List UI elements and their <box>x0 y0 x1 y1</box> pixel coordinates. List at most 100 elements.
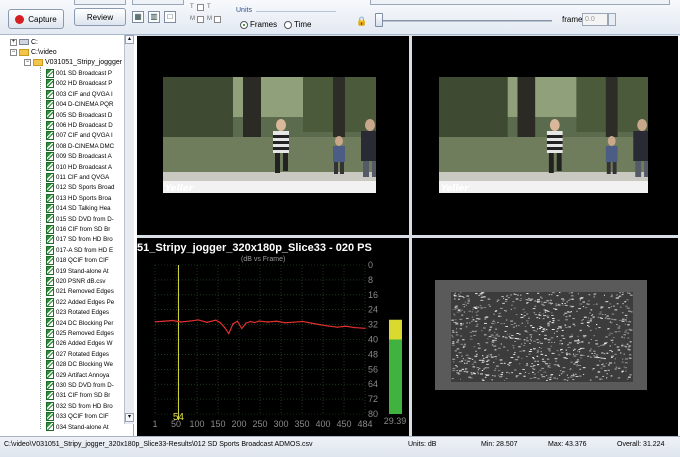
tree-file-item[interactable]: 034 Stand-alone At <box>46 422 133 433</box>
tree-file-item[interactable]: 012 SD Sports Broad <box>46 182 133 193</box>
data-point <box>162 320 165 322</box>
tree-file-label: 028 DC Blocking We <box>56 361 113 369</box>
tree-file-item[interactable]: 026 Added Edges W <box>46 338 133 349</box>
tree-file-item[interactable]: 011 CIF and QVGA <box>46 172 133 183</box>
units-frames-radio[interactable]: Frames <box>240 20 277 29</box>
y-tick-label: 72 <box>368 394 378 404</box>
panel-divider[interactable] <box>137 235 678 238</box>
tree-file-item[interactable]: 027 Rotated Edges <box>46 349 133 360</box>
data-point <box>189 320 191 322</box>
units-group: Units Frames Time <box>232 3 340 33</box>
layout-split-icon[interactable]: ▥ <box>148 11 160 23</box>
tree-file-item[interactable]: 018 QCIF from CIF <box>46 255 133 266</box>
tree-file-item[interactable]: 017-A SD from HD E <box>46 245 133 256</box>
x-tick-label: 400 <box>315 419 330 429</box>
data-point <box>254 321 256 324</box>
tree-file-item[interactable]: 025 Removed Edges <box>46 328 133 339</box>
tree-file-item[interactable]: 017 SD from HD Bro <box>46 234 133 245</box>
tree-file-item[interactable]: 010 HD Broadcast A <box>46 162 133 173</box>
svg-text:Yeller: Yeller <box>441 184 469 193</box>
collapse-icon[interactable]: − <box>10 48 17 56</box>
tree-file-item[interactable]: 022 Added Edges Pe <box>46 297 133 308</box>
mini-checkbox[interactable] <box>197 16 204 23</box>
scroll-down-icon[interactable]: ▾ <box>125 413 134 422</box>
tree-file-item[interactable]: 020 PSNR dB.csv <box>46 276 133 287</box>
csv-file-icon <box>46 68 54 78</box>
tree-file-item[interactable]: 002 HD Broadcast P <box>46 78 133 89</box>
tree-file-item[interactable]: 013 HD Sports Broa <box>46 193 133 204</box>
csv-file-icon <box>46 224 54 234</box>
units-time-radio[interactable]: Time <box>284 20 311 29</box>
mini-m-label: M <box>190 16 195 22</box>
tree-file-label: 001 SD Broadcast P <box>56 70 113 77</box>
capture-button[interactable]: Capture <box>8 9 64 29</box>
vertical-scrollbar[interactable]: ▴ ▾ <box>124 35 134 424</box>
tree-file-label: 009 SD Broadcast A <box>56 153 112 161</box>
lock-icon[interactable]: 🔒 <box>356 16 368 26</box>
review-button[interactable]: Review <box>74 8 126 26</box>
csv-file-icon <box>46 162 54 172</box>
tree-file-item[interactable]: 030 SD DVD from D- <box>46 380 133 391</box>
tree-file-item[interactable]: 024 DC Blocking Per <box>46 318 133 329</box>
mini-checkbox[interactable] <box>197 4 204 11</box>
level-bar-green <box>389 339 402 414</box>
tree-file-item[interactable]: 028 DC Blocking We <box>46 359 133 370</box>
frame-slider-thumb[interactable] <box>375 13 383 27</box>
csv-file-icon <box>46 120 54 130</box>
tree-file-item[interactable]: 007 CIF and QVGA I <box>46 130 133 141</box>
csv-file-icon <box>46 89 54 99</box>
data-point <box>245 322 247 324</box>
csv-file-icon <box>46 422 54 432</box>
tree-file-item[interactable]: 031 CIF from SD Br <box>46 390 133 401</box>
tree-root[interactable]: + C: <box>10 37 38 48</box>
tree-folder-video[interactable]: − C:\video <box>10 47 57 58</box>
collapse-icon[interactable]: − <box>24 58 31 66</box>
tree-file-label: 011 CIF and QVGA <box>56 174 110 181</box>
data-point <box>249 320 252 323</box>
tree-file-item[interactable]: 001 SD Broadcast P <box>46 68 133 79</box>
x-tick-label: 350 <box>294 419 309 429</box>
tree-file-item[interactable]: 009 SD Broadcast A <box>46 151 133 162</box>
csv-file-icon <box>46 79 54 89</box>
tree-file-item[interactable]: 008 D-CINEMA DMC <box>46 141 133 152</box>
tree-file-label: 029 Artifact Annoya <box>56 371 110 379</box>
units-divider <box>256 11 336 12</box>
expand-icon[interactable]: + <box>10 38 17 46</box>
tree-file-item[interactable]: 029 Artifact Annoya <box>46 370 133 381</box>
tree-file-label: 027 Rotated Edges <box>56 350 109 358</box>
tree-file-item[interactable]: 006 HD Broadcast D <box>46 120 133 131</box>
layout-grid-icon[interactable]: ▦ <box>132 11 144 23</box>
data-point <box>154 321 157 323</box>
tree-file-item[interactable]: 015 SD DVD from D- <box>46 214 133 225</box>
csv-file-icon <box>46 172 54 182</box>
tree-file-item[interactable]: 003 CIF and QVGA I <box>46 89 133 100</box>
tree-file-item[interactable]: 005 SD Broadcast D <box>46 110 133 121</box>
tree-file-item[interactable]: 004 D-CINEMA PQR <box>46 99 133 110</box>
mini-t-label: T <box>190 4 194 10</box>
x-tick-label: 200 <box>231 419 246 429</box>
tree-file-item[interactable]: 019 Stand-alone At <box>46 266 133 277</box>
layout-single-icon[interactable]: □ <box>164 11 176 23</box>
csv-file-icon <box>46 412 54 422</box>
data-point <box>206 321 208 324</box>
tree-folder-sequence[interactable]: − V031051_Stripy_joggger <box>24 57 122 68</box>
tree-folder-label: C:\video <box>31 49 57 56</box>
tree-file-item[interactable]: 016 CIF from SD Br <box>46 224 133 235</box>
csv-file-icon <box>46 131 54 141</box>
file-tree: + C: − C:\video − V031051_Stripy_joggger 00… <box>0 35 134 436</box>
frame-slider[interactable] <box>380 20 552 22</box>
toolbar: Capture Review ▦ ▥ □ T T M M Units Frame… <box>0 0 680 35</box>
tree-file-item[interactable]: 021 Removed Edges <box>46 286 133 297</box>
frame-spinner[interactable] <box>608 13 616 26</box>
frame-input[interactable]: 0.0 <box>582 13 608 26</box>
scroll-up-icon[interactable]: ▴ <box>125 35 134 44</box>
tree-file-item[interactable]: 033 QCIF from CIF <box>46 411 133 422</box>
tree-file-item[interactable]: 032 SD from HD Bro <box>46 401 133 412</box>
mini-checkbox[interactable] <box>214 16 221 23</box>
tree-file-item[interactable]: 023 Rotated Edges <box>46 307 133 318</box>
tree-file-item[interactable]: 014 SD Talking Hea <box>46 203 133 214</box>
tree-file-label: 010 HD Broadcast A <box>56 163 113 171</box>
x-tick-label: 100 <box>189 419 204 429</box>
tree-subfolder-label: V031051_Stripy_joggger <box>45 59 123 66</box>
